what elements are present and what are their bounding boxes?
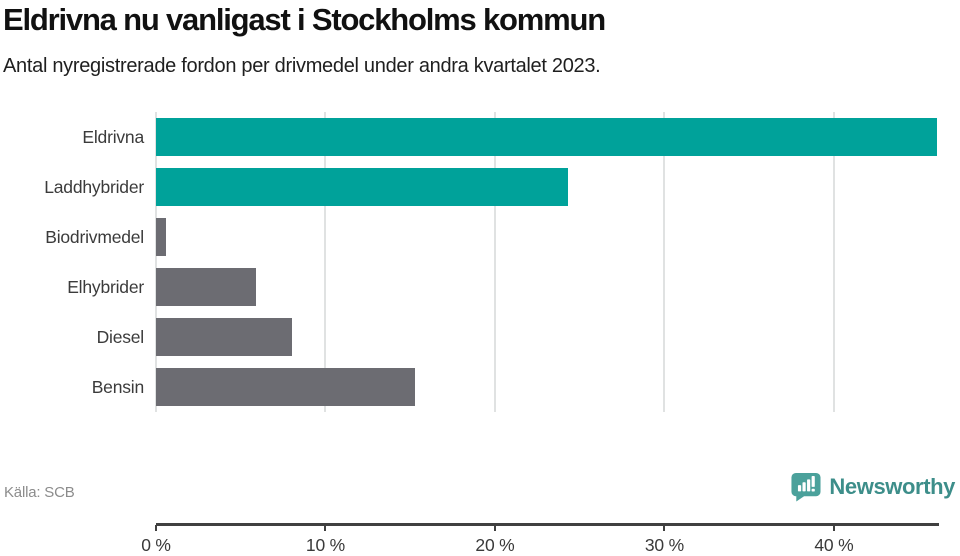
x-axis-tick-label: 0 % bbox=[141, 535, 171, 555]
bar-track bbox=[156, 168, 939, 206]
bar bbox=[156, 318, 292, 356]
bar-track bbox=[156, 118, 939, 156]
gridline bbox=[493, 112, 496, 412]
chart-subtitle: Antal nyregistrerade fordon per drivmede… bbox=[3, 54, 601, 77]
gridlines bbox=[155, 112, 939, 412]
bar-row: Elhybrider bbox=[0, 262, 939, 312]
gridline bbox=[324, 112, 327, 412]
category-label: Elhybrider bbox=[67, 276, 144, 297]
bar bbox=[156, 168, 568, 206]
x-axis-tick bbox=[832, 525, 835, 531]
x-axis-tick bbox=[663, 525, 666, 531]
gridline bbox=[663, 112, 666, 412]
bar-track bbox=[156, 268, 939, 306]
gridline bbox=[155, 112, 157, 412]
x-axis-tick bbox=[493, 525, 496, 531]
newsworthy-logo: Newsworthy bbox=[789, 471, 955, 502]
x-axis-tick-label: 30 % bbox=[644, 535, 684, 555]
bar bbox=[156, 118, 938, 156]
bar-track bbox=[156, 318, 939, 356]
category-label: Laddhybrider bbox=[44, 176, 144, 197]
source-note: Källa: SCB bbox=[4, 484, 75, 501]
x-axis-tick bbox=[324, 525, 327, 531]
x-axis-tick-label: 10 % bbox=[305, 535, 346, 555]
x-axis-line bbox=[156, 523, 939, 526]
bar-row: Diesel bbox=[0, 312, 939, 362]
category-label: Biodrivmedel bbox=[45, 226, 144, 247]
bar-row: Bensin bbox=[0, 362, 939, 412]
category-label: Bensin bbox=[91, 376, 145, 397]
bar-row: Eldrivna bbox=[0, 112, 939, 162]
bar-rows: Eldrivna Laddhybrider Biodrivmedel Elhybrid… bbox=[0, 112, 939, 412]
category-label: Diesel bbox=[96, 326, 145, 347]
bar bbox=[156, 268, 256, 306]
chart-header: Eldrivna nu vanligast i Stockholms kommu… bbox=[3, 0, 957, 78]
x-axis-tick-label: 40 % bbox=[814, 535, 854, 555]
bar-row: Biodrivmedel bbox=[0, 212, 939, 262]
bar-chart: Eldrivna Laddhybrider Biodrivmedel Elhybrid… bbox=[0, 112, 939, 555]
chart-title: Eldrivna nu vanligast i Stockholms kommu… bbox=[3, 2, 606, 37]
x-axis-tick bbox=[155, 525, 157, 531]
category-label: Eldrivna bbox=[82, 126, 144, 147]
gridline bbox=[832, 112, 835, 412]
newsworthy-speech-bubble-chart-icon bbox=[791, 472, 821, 502]
x-axis-tick-label: 20 % bbox=[475, 535, 515, 555]
plot-area bbox=[155, 112, 939, 412]
bar-track bbox=[156, 218, 939, 256]
bar-row: Laddhybrider bbox=[0, 162, 939, 212]
bar bbox=[156, 368, 416, 406]
newsworthy-wordmark: Newsworthy bbox=[829, 473, 955, 499]
bar-track bbox=[156, 368, 939, 406]
bar bbox=[156, 218, 167, 256]
